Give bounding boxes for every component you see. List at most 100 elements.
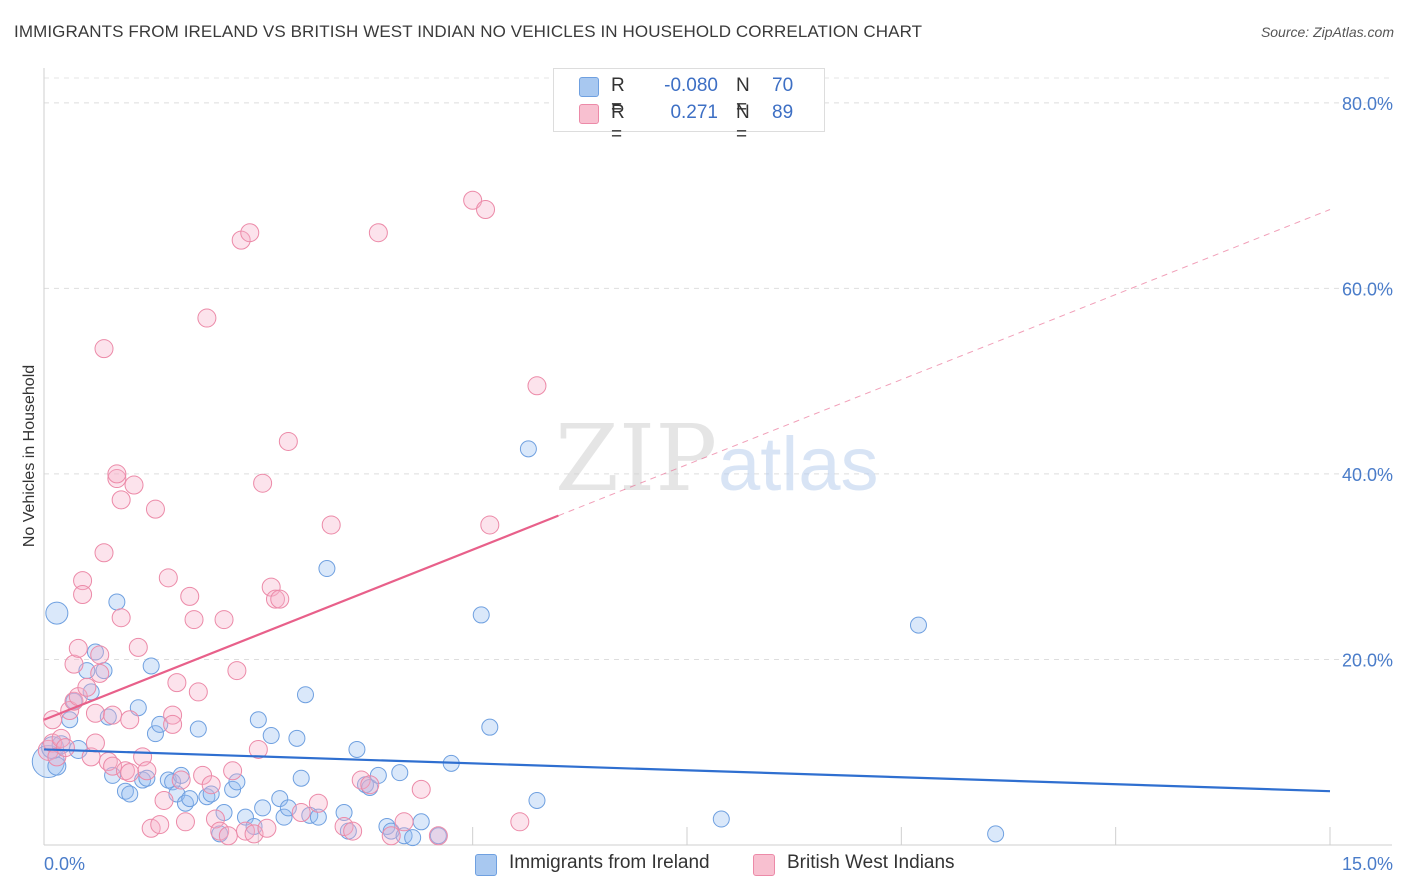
data-point xyxy=(138,769,156,787)
data-point xyxy=(411,779,431,799)
data-point xyxy=(236,808,254,826)
data-point xyxy=(189,720,207,738)
data-point xyxy=(404,829,422,847)
data-point xyxy=(262,727,280,745)
data-point xyxy=(321,515,341,535)
data-point xyxy=(288,729,306,747)
data-point xyxy=(227,661,247,681)
data-point xyxy=(108,593,126,611)
chart-title: IMMIGRANTS FROM IRELAND VS BRITISH WEST … xyxy=(14,22,923,41)
data-point xyxy=(214,610,234,630)
data-point xyxy=(120,763,140,783)
data-point xyxy=(481,718,499,736)
y-tick-label: 80.0% xyxy=(1342,94,1393,114)
data-point xyxy=(528,791,546,809)
data-point xyxy=(210,821,230,841)
legend-swatch-bwi xyxy=(579,104,599,124)
data-point xyxy=(270,589,290,609)
data-point xyxy=(124,475,144,495)
bottom-legend-label-ireland: Immigrants from Ireland xyxy=(509,852,710,873)
data-point xyxy=(120,710,140,730)
data-point xyxy=(428,826,448,846)
y-tick-label: 40.0% xyxy=(1342,465,1393,485)
legend-r-value: -0.080 xyxy=(664,75,718,96)
data-point xyxy=(103,756,123,776)
data-point xyxy=(94,339,114,359)
legend-r-label: R = xyxy=(611,102,625,145)
data-point xyxy=(181,790,199,808)
legend-n-label: N = xyxy=(736,75,750,118)
data-point xyxy=(987,825,1005,843)
data-point xyxy=(77,677,97,697)
data-point xyxy=(121,785,139,803)
data-point xyxy=(309,808,327,826)
data-point xyxy=(527,376,547,396)
data-point xyxy=(85,703,105,723)
data-point xyxy=(205,809,225,829)
data-point xyxy=(64,654,84,674)
source-label: Source: ZipAtlas.com xyxy=(1260,24,1394,40)
data-point xyxy=(476,200,496,220)
data-point xyxy=(171,770,191,790)
data-point xyxy=(128,637,148,657)
data-point xyxy=(248,739,268,759)
data-point xyxy=(73,571,93,591)
data-point xyxy=(510,812,530,832)
data-point xyxy=(391,764,409,782)
data-point xyxy=(68,638,88,658)
data-point xyxy=(163,714,183,734)
trend-line-bwi-extension xyxy=(558,209,1331,517)
data-point xyxy=(184,610,204,630)
data-point xyxy=(244,824,264,844)
data-point xyxy=(107,464,127,484)
data-point xyxy=(90,663,110,683)
data-point xyxy=(381,826,401,846)
stats-legend: R = -0.080 N = 70 R = 0.271 N = 89 xyxy=(553,68,825,145)
data-point xyxy=(360,775,380,795)
data-point xyxy=(257,818,277,838)
bottom-legend-swatch-ireland xyxy=(475,854,497,876)
data-point xyxy=(394,812,414,832)
data-point xyxy=(253,473,273,493)
data-point xyxy=(94,543,114,563)
data-point xyxy=(167,673,187,693)
data-point xyxy=(180,586,200,606)
data-point xyxy=(335,804,353,822)
data-point xyxy=(111,490,131,510)
data-point xyxy=(343,821,363,841)
data-point xyxy=(240,223,260,243)
data-point xyxy=(151,715,169,733)
y-axis-label: No Vehicles in Household xyxy=(21,365,38,547)
data-point xyxy=(292,769,310,787)
x-tick-label: 0.0% xyxy=(44,854,85,874)
data-point xyxy=(271,790,289,808)
legend-n-value: 70 xyxy=(772,75,794,96)
data-point xyxy=(45,601,69,625)
data-point xyxy=(73,585,93,605)
data-point xyxy=(158,568,178,588)
data-point xyxy=(142,657,160,675)
legend-n-value: 89 xyxy=(772,102,794,123)
legend-r-label: R = xyxy=(611,75,625,118)
data-point xyxy=(201,775,221,795)
data-point xyxy=(308,793,328,813)
data-point xyxy=(55,738,75,758)
data-point xyxy=(150,815,170,835)
data-point xyxy=(368,223,388,243)
data-point xyxy=(265,589,285,609)
data-point xyxy=(228,773,246,791)
data-point xyxy=(712,810,730,828)
data-point xyxy=(296,686,314,704)
data-point xyxy=(90,645,110,665)
data-point xyxy=(159,771,177,789)
data-point xyxy=(480,515,500,535)
data-point xyxy=(429,827,447,845)
data-point xyxy=(278,431,298,451)
data-point xyxy=(351,770,371,790)
data-point xyxy=(197,308,217,328)
data-point xyxy=(348,740,366,758)
data-point xyxy=(146,725,164,743)
data-point xyxy=(145,499,165,519)
data-point xyxy=(291,803,311,823)
